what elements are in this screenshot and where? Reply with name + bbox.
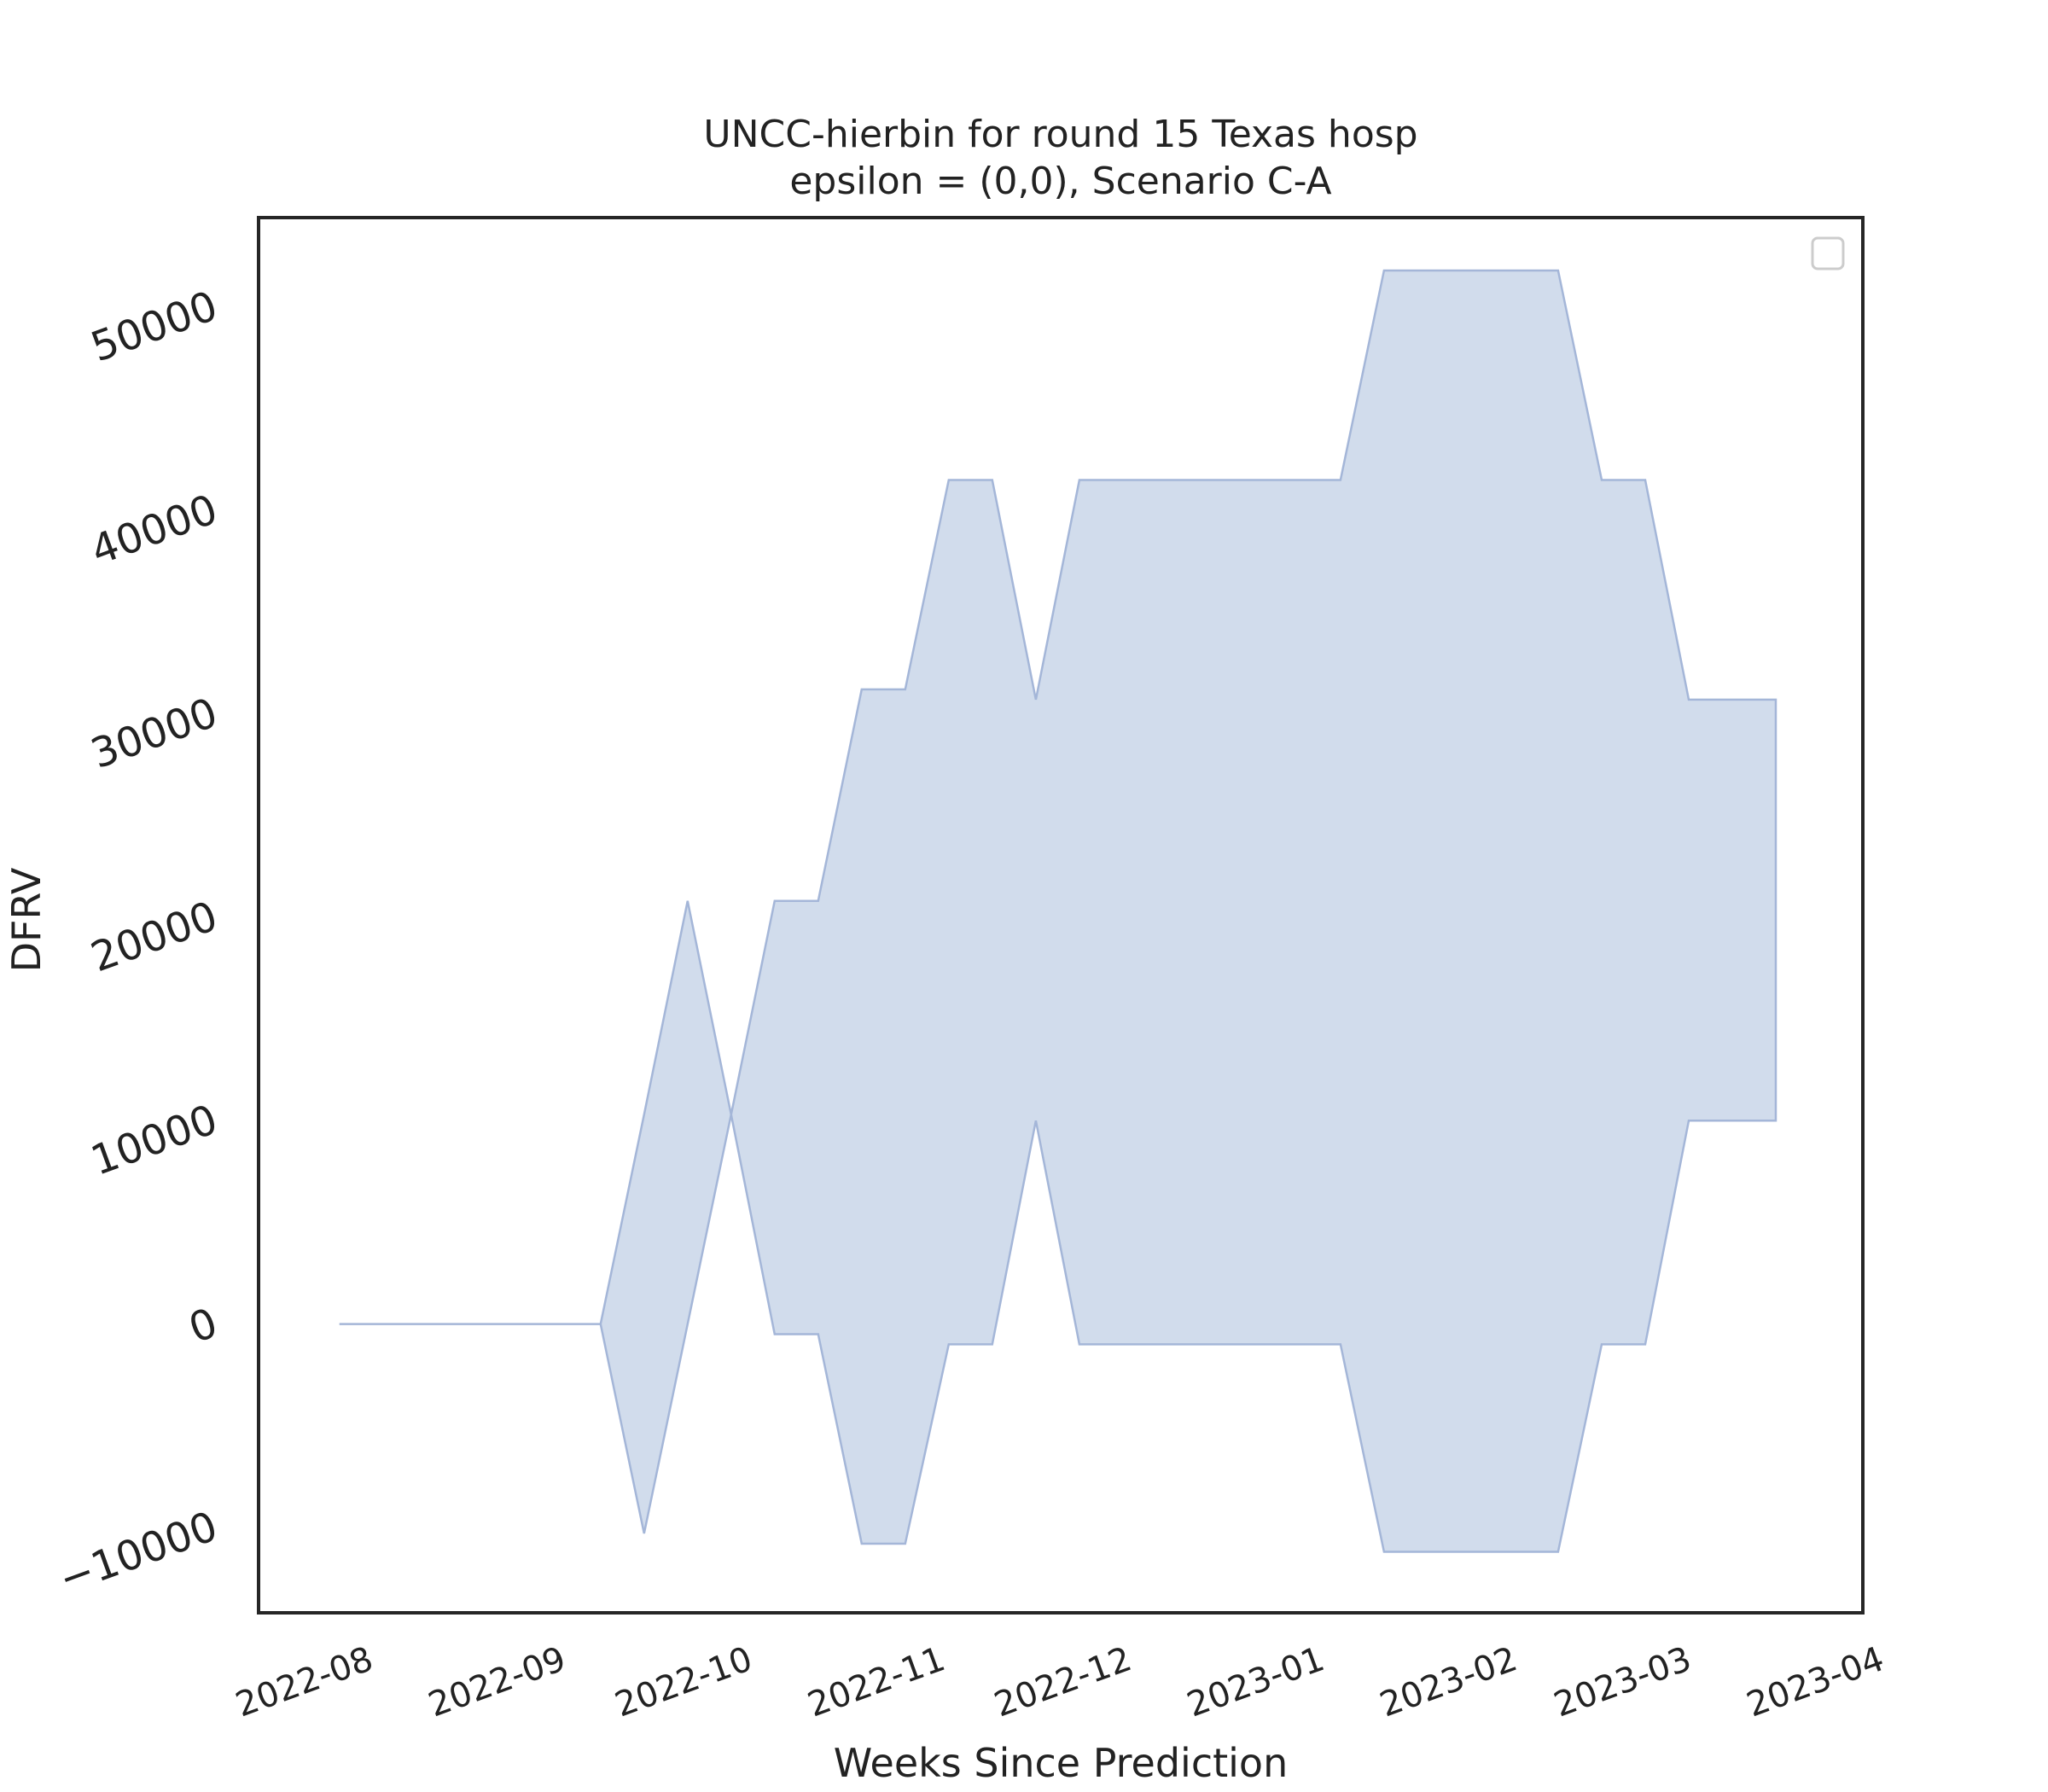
y-tick-label: 40000 bbox=[84, 486, 224, 575]
legend-box bbox=[1811, 236, 1845, 271]
plot-area-frame bbox=[257, 216, 1865, 1615]
x-tick-label: 2022-09 bbox=[423, 1639, 571, 1725]
x-tick-label: 2023-04 bbox=[1742, 1639, 1889, 1725]
x-axis-label: Weeks Since Prediction bbox=[834, 1740, 1288, 1786]
x-tick-label: 2022-12 bbox=[989, 1639, 1137, 1725]
y-tick-label: 30000 bbox=[84, 689, 224, 778]
x-tick-label: 2023-01 bbox=[1182, 1639, 1329, 1725]
y-tick-label: 20000 bbox=[84, 893, 224, 982]
y-axis-label: DFRV bbox=[3, 867, 49, 972]
x-tick-label: 2023-03 bbox=[1549, 1639, 1696, 1725]
x-tick-label: 2023-02 bbox=[1375, 1639, 1522, 1725]
x-tick-label: 2022-11 bbox=[803, 1639, 951, 1725]
uncertainty-band bbox=[339, 269, 1777, 1553]
y-tick-label: 10000 bbox=[84, 1096, 224, 1185]
chart-title-line-1: UNCC-hierbin for round 15 Texas hosp bbox=[703, 113, 1417, 156]
x-tick-label: 2022-08 bbox=[230, 1639, 378, 1725]
y-tick-label: 50000 bbox=[84, 282, 224, 372]
chart-title-line-2: epsilon = (0,0), Scenario C-A bbox=[789, 160, 1331, 203]
x-tick-label: 2022-10 bbox=[610, 1639, 758, 1725]
y-tick-label: −10000 bbox=[53, 1503, 224, 1604]
uncertainty-band-layer bbox=[339, 269, 1777, 1553]
y-tick-label: 0 bbox=[183, 1299, 224, 1353]
y-axis-ticks: −10000 0 10000 20000 30000 40000 50000 bbox=[53, 282, 224, 1604]
x-axis-ticks: 2022-08 2022-09 2022-10 2022-11 2022-12 2023-… bbox=[230, 1639, 1888, 1725]
